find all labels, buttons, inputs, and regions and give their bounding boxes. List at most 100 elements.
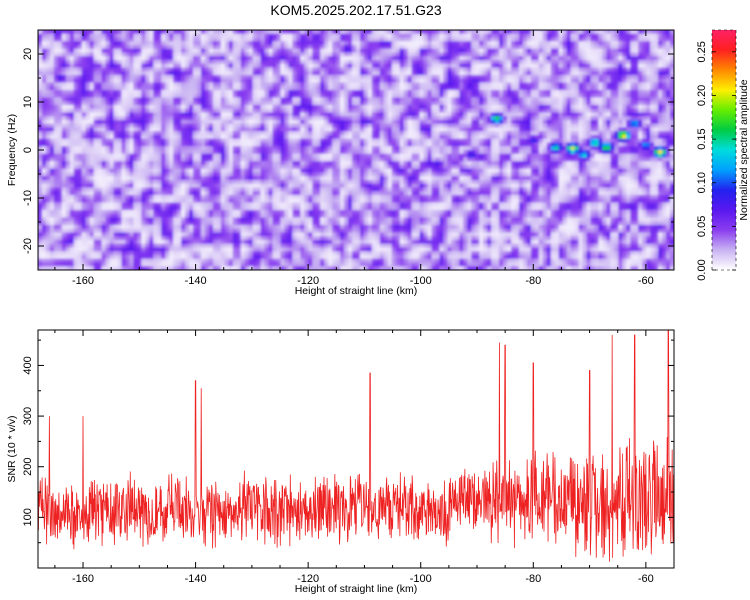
heatmap-cell — [638, 97, 643, 102]
heatmap-cell — [280, 71, 286, 76]
heatmap-cell — [216, 45, 222, 50]
heatmap-cell — [578, 82, 584, 87]
heatmap-cell — [598, 52, 604, 57]
heatmap-cell — [292, 105, 297, 110]
heatmap-cell — [41, 67, 47, 72]
heatmap-cell — [53, 86, 59, 91]
heatmap-cell — [344, 41, 349, 46]
heatmap-cell — [264, 131, 270, 136]
heatmap-cell — [666, 37, 671, 42]
heatmap-cell — [173, 90, 178, 95]
heatmap-cell — [149, 93, 154, 99]
heatmap-cell — [411, 37, 417, 42]
heatmap-cell — [121, 93, 127, 99]
heatmap-cell — [399, 67, 405, 72]
heatmap-cell — [200, 78, 206, 84]
heatmap-cell — [367, 116, 373, 121]
heatmap-cell — [455, 41, 460, 46]
heatmap-cell — [614, 78, 619, 84]
heatmap-cell — [65, 75, 71, 80]
heatmap-cell — [224, 90, 230, 95]
heatmap-cell — [451, 56, 456, 61]
heatmap-cell — [97, 120, 103, 125]
heatmap-cell — [328, 142, 333, 147]
heatmap-cell — [654, 63, 659, 69]
heatmap-cell — [197, 93, 202, 99]
heatmap-cell — [459, 67, 464, 72]
heatmap-cell — [642, 75, 647, 80]
heatmap-cell — [439, 93, 445, 99]
heatmap-cell — [77, 60, 83, 65]
heatmap-cell — [487, 67, 492, 72]
heatmap-cell — [610, 105, 615, 110]
heatmap-cell — [447, 41, 453, 46]
heatmap-cell — [161, 93, 166, 99]
heatmap-cell — [73, 116, 79, 121]
heatmap-cell — [276, 101, 282, 106]
heatmap-cell — [662, 67, 667, 72]
heatmap-cell — [256, 101, 262, 106]
heatmap-cell — [558, 142, 564, 147]
heatmap-cell — [169, 41, 174, 46]
heatmap-cell — [622, 97, 627, 102]
heatmap-cell — [41, 86, 47, 91]
heatmap-cell — [200, 41, 206, 46]
heatmap-cell — [49, 101, 55, 106]
heatmap-cell — [141, 146, 146, 151]
heatmap-cell — [153, 48, 158, 54]
heatmap-cell — [554, 138, 560, 144]
heatmap-cell — [550, 60, 556, 65]
heatmap-cell — [654, 78, 659, 84]
heatmap-cell — [232, 97, 238, 102]
heatmap-cell — [614, 63, 619, 69]
heatmap-cell — [542, 33, 548, 39]
heatmap-cell — [546, 120, 552, 125]
heatmap-cell — [451, 45, 456, 50]
heatmap-cell — [399, 108, 405, 114]
heatmap-cell — [387, 108, 393, 114]
heatmap-cell — [133, 75, 138, 80]
heatmap-cell — [467, 63, 472, 69]
heatmap-cell — [161, 108, 166, 114]
heatmap-cell — [328, 112, 333, 117]
heatmap-cell — [515, 138, 520, 144]
heatmap-cell — [153, 63, 158, 69]
heatmap-cell — [522, 45, 528, 50]
heatmap-cell — [503, 48, 508, 54]
heatmap-cell — [590, 86, 596, 91]
heatmap-cell — [85, 56, 91, 61]
heatmap-cell — [463, 82, 468, 87]
heatmap-cell — [618, 75, 623, 80]
heatmap-cell — [507, 108, 512, 114]
heatmap-cell — [670, 131, 674, 136]
heatmap-cell — [518, 75, 524, 80]
heatmap-cell — [252, 90, 258, 95]
heatmap-cell — [515, 48, 520, 54]
heatmap-cell — [646, 37, 651, 42]
heatmap-cell — [650, 116, 655, 121]
heatmap-cell — [161, 146, 166, 151]
heatmap-cell — [320, 75, 325, 80]
heatmap-cell — [427, 63, 433, 69]
heatmap-cell — [69, 101, 75, 106]
heatmap-cell — [443, 41, 449, 46]
heatmap-cell — [602, 75, 608, 80]
heatmap-cell — [105, 33, 111, 39]
heatmap-cell — [586, 71, 592, 76]
heatmap-cell — [602, 71, 608, 76]
heatmap-cell — [69, 123, 75, 129]
heatmap-cell — [646, 63, 651, 69]
heatmap-cell — [379, 52, 385, 57]
heatmap-cell — [216, 37, 222, 42]
heatmap-cell — [467, 116, 472, 121]
heatmap-cell — [41, 127, 47, 132]
heatmap-cell — [522, 135, 528, 140]
heatmap-cell — [200, 127, 206, 132]
heatmap-cell — [189, 48, 194, 54]
heatmap-cell — [503, 108, 508, 114]
heatmap-cell — [125, 45, 131, 50]
heatmap-cell — [538, 116, 544, 121]
heatmap-cell — [348, 105, 353, 110]
heatmap-cell — [423, 108, 429, 114]
heatmap-cell — [427, 93, 433, 99]
